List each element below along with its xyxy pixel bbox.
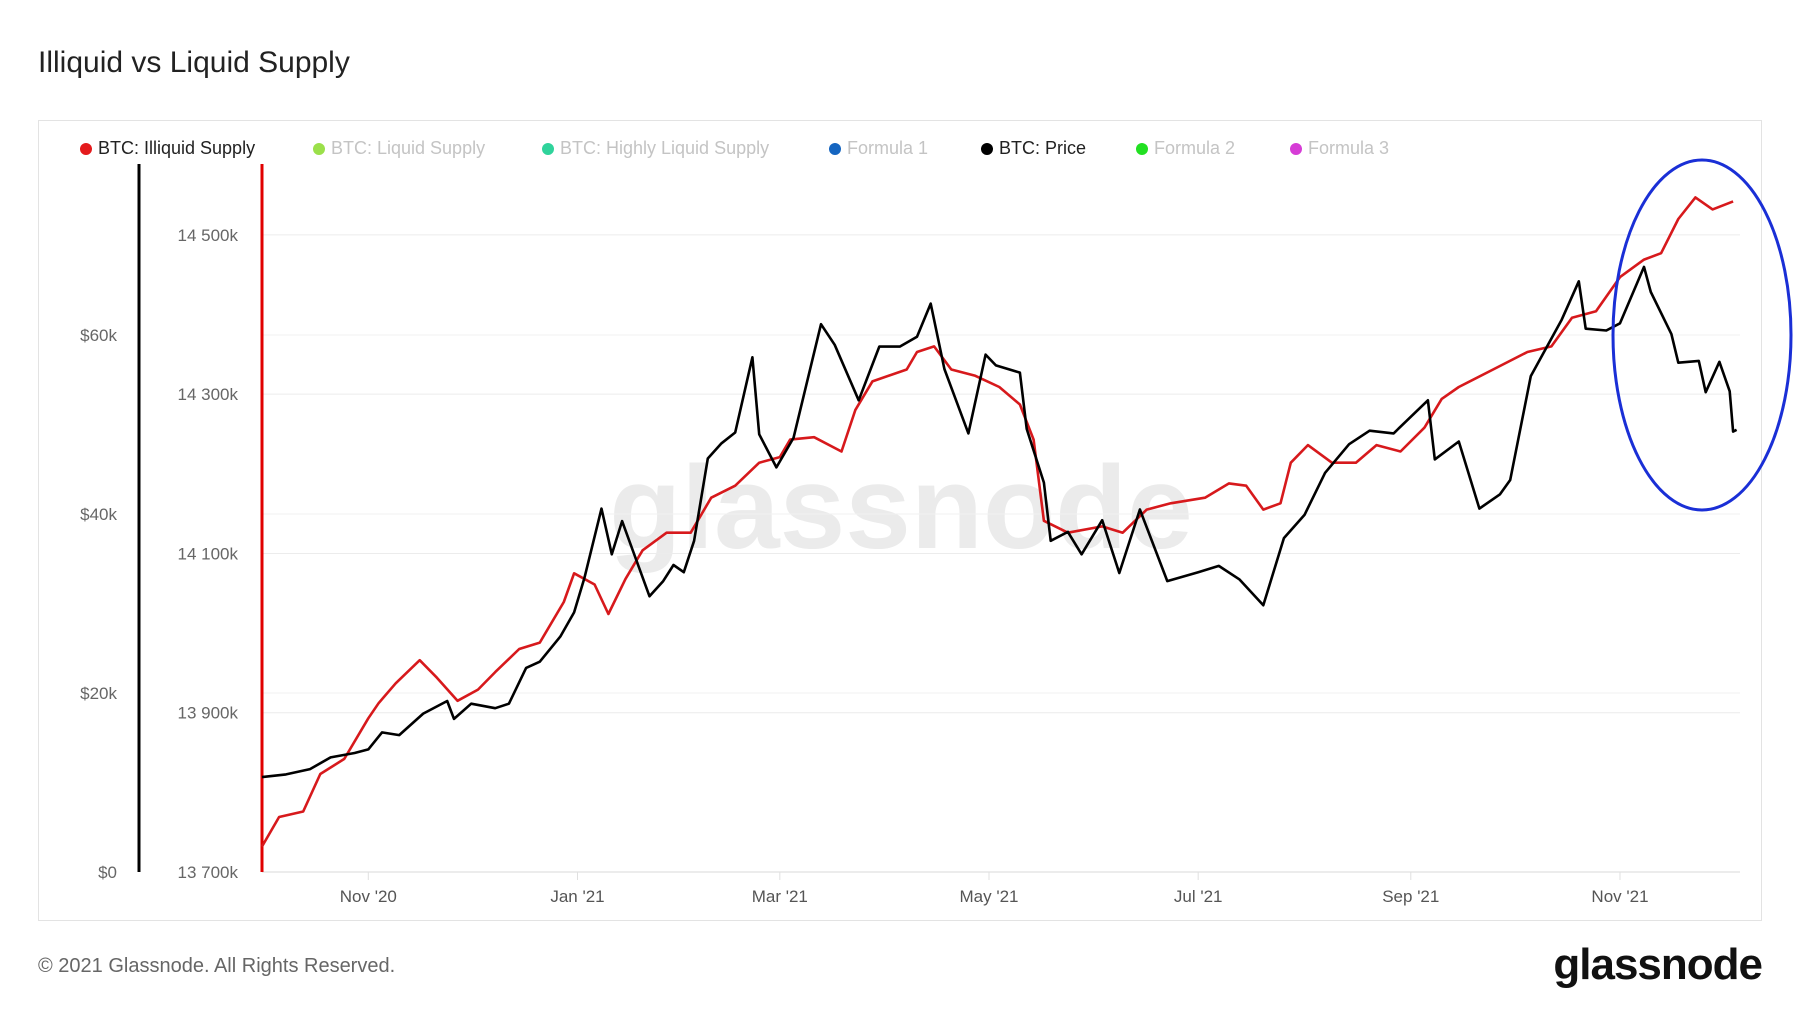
legend-dot-icon [981, 142, 993, 155]
supply-tick-label: 14 100k [178, 544, 239, 563]
copyright-text: © 2021 Glassnode. All Rights Reserved. [38, 955, 396, 977]
legend-label: BTC: Illiquid Supply [98, 138, 256, 158]
legend-item-formula-2[interactable]: Formula 2 [1136, 138, 1235, 159]
legend-dot-icon [829, 142, 841, 155]
legend-item-liquid-supply[interactable]: BTC: Liquid Supply [313, 138, 485, 159]
highlight-ellipse [1611, 158, 1793, 512]
chart-panel [38, 120, 1762, 921]
legend-dot-icon [80, 142, 92, 155]
supply-tick-label: 13 900k [178, 704, 239, 723]
x-tick-label: Jan '21 [550, 887, 604, 906]
chart-title: Illiquid vs Liquid Supply [38, 46, 350, 79]
legend-label: BTC: Liquid Supply [331, 138, 486, 158]
legend-item-formula-3[interactable]: Formula 3 [1290, 138, 1389, 159]
legend-item-highly-liquid-supply[interactable]: BTC: Highly Liquid Supply [542, 138, 769, 159]
legend-label: Formula 1 [847, 138, 929, 158]
legend-label: BTC: Price [999, 138, 1087, 158]
axes: 13 700k 13 900k 14 100k 14 300k 14 500k $0 $20… [80, 164, 1740, 906]
price-tick-label: $60k [80, 326, 117, 345]
legend-item-formula-1[interactable]: Formula 1 [829, 138, 928, 159]
series-line-illiquid-supply [260, 196, 1734, 848]
x-tick-label: Mar '21 [752, 887, 808, 906]
supply-tick-label: 13 700k [178, 863, 239, 882]
x-tick-label: Sep '21 [1382, 887, 1439, 906]
glassnode-logo: glassnode [1553, 940, 1763, 989]
legend-dot-icon [1136, 142, 1148, 155]
watermark: glassnode [609, 442, 1193, 574]
supply-tick-label: 14 500k [178, 226, 239, 245]
legend-dot-icon [542, 142, 554, 155]
x-tick-label: Jul '21 [1174, 887, 1223, 906]
price-tick-label: $0 [98, 863, 117, 882]
supply-tick-label: 14 300k [178, 385, 239, 404]
x-tick-label: Nov '21 [1591, 887, 1648, 906]
price-tick-label: $20k [80, 684, 117, 703]
series-line-btc-price [261, 265, 1738, 779]
price-tick-label: $40k [80, 505, 117, 524]
x-tick-label: May '21 [959, 887, 1018, 906]
legend-item-illiquid-supply[interactable]: BTC: Illiquid Supply [80, 138, 255, 159]
legend-label: Formula 2 [1154, 138, 1236, 158]
x-tick-label: Nov '20 [340, 887, 397, 906]
series-group [260, 196, 1738, 848]
legend-label: Formula 3 [1308, 138, 1390, 158]
legend-dot-icon [1290, 142, 1302, 155]
legend-dot-icon [313, 142, 325, 155]
legend-item-btc-price[interactable]: BTC: Price [981, 138, 1086, 159]
legend-label: BTC: Highly Liquid Supply [560, 138, 770, 158]
gridlines [262, 234, 1740, 714]
